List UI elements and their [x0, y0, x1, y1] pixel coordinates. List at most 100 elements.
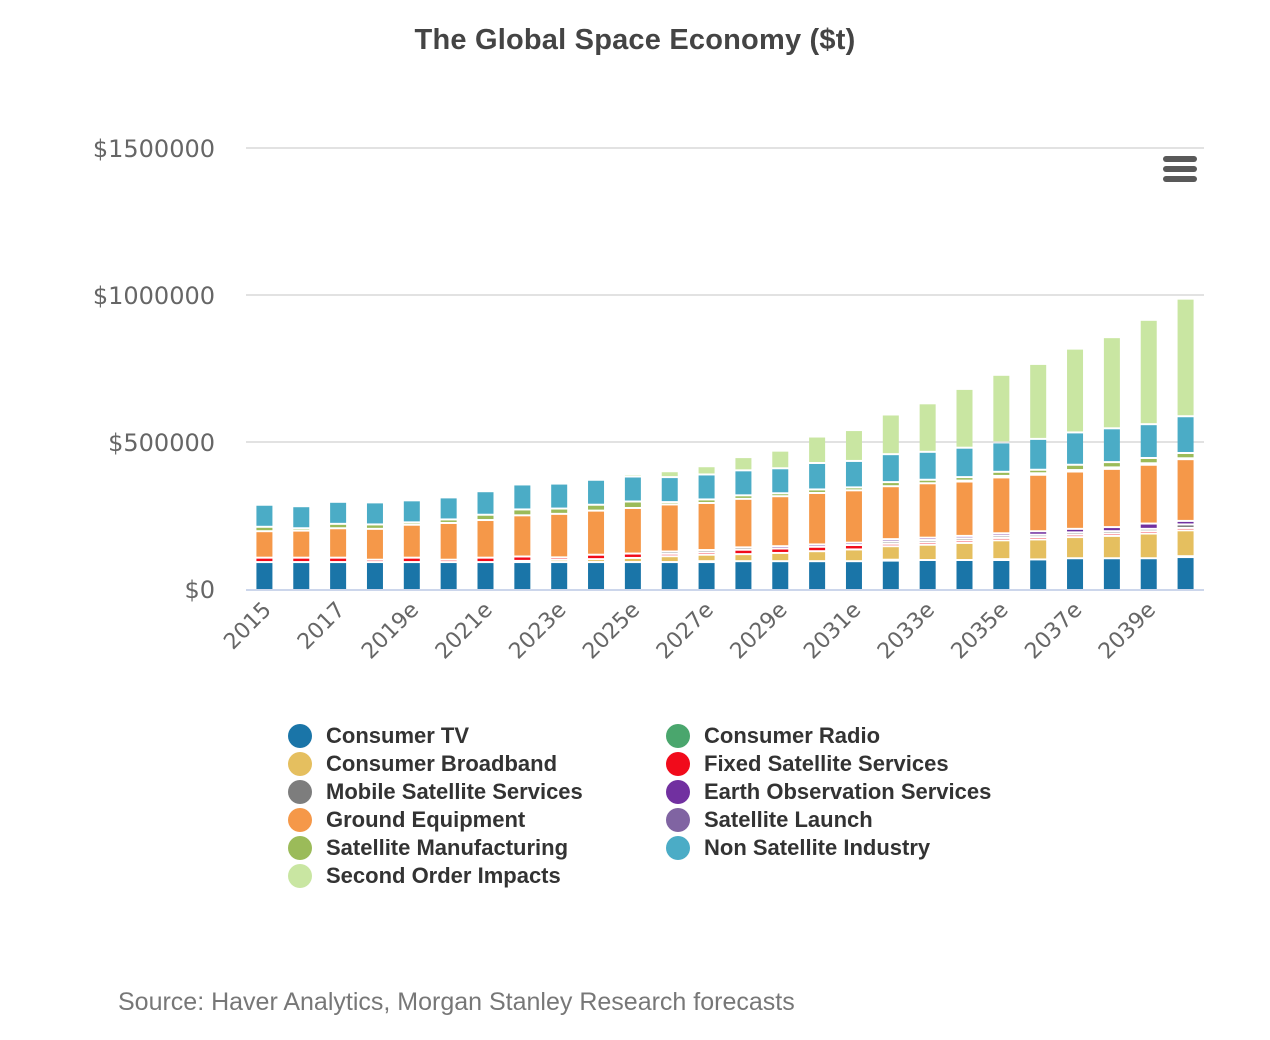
bar-stack-2017[interactable] [330, 502, 347, 589]
bar-stack-2025e[interactable] [624, 475, 641, 589]
bar-segment-consumer-tv[interactable] [772, 562, 789, 589]
bar-segment-second-order-impacts[interactable] [772, 451, 789, 468]
bar-segment-consumer-tv[interactable] [256, 563, 273, 589]
bar-segment-ground-equipment[interactable] [735, 499, 752, 547]
legend-item-second-order-impacts[interactable]: Second Order Impacts [288, 862, 561, 890]
bar-segment-consumer-broadband[interactable] [809, 552, 826, 561]
bar-segment-ground-equipment[interactable] [661, 505, 678, 551]
bar-segment-ground-equipment[interactable] [366, 529, 383, 559]
bar-segment-ground-equipment[interactable] [882, 487, 899, 539]
bar-segment-satellite-manufacturing[interactable] [366, 525, 383, 528]
bar-segment-ground-equipment[interactable] [845, 491, 862, 542]
bar-segment-consumer-tv[interactable] [1103, 559, 1120, 589]
bar-segment-second-order-impacts[interactable] [1067, 349, 1084, 432]
bar-segment-second-order-impacts[interactable] [1030, 364, 1047, 438]
bar-segment-satellite-manufacturing[interactable] [845, 488, 862, 490]
legend-item-non-satellite-industry[interactable]: Non Satellite Industry [666, 834, 930, 862]
legend-item-satellite-manufacturing[interactable]: Satellite Manufacturing [288, 834, 568, 862]
bar-segment-consumer-tv[interactable] [1177, 558, 1194, 589]
bar-segment-fixed-satellite-services[interactable] [772, 549, 789, 552]
bar-segment-ground-equipment[interactable] [1030, 475, 1047, 531]
bar-segment-fixed-satellite-services[interactable] [588, 555, 605, 559]
bar-stack-2040e[interactable] [1177, 299, 1194, 589]
bar-segment-fixed-satellite-services[interactable] [735, 550, 752, 554]
bar-segment-ground-equipment[interactable] [1177, 460, 1194, 520]
bar-segment-fixed-satellite-services[interactable] [514, 557, 531, 560]
bar-stack-2038e[interactable] [1103, 338, 1120, 589]
bar-segment-consumer-broadband[interactable] [1030, 540, 1047, 559]
bar-segment-fixed-satellite-services[interactable] [845, 546, 862, 549]
bar-segment-ground-equipment[interactable] [293, 531, 310, 557]
bar-segment-consumer-broadband[interactable] [956, 543, 973, 560]
bar-segment-ground-equipment[interactable] [403, 525, 420, 557]
bar-segment-ground-equipment[interactable] [514, 516, 531, 556]
bar-segment-earth-observation-services[interactable] [1067, 529, 1084, 532]
bar-segment-satellite-manufacturing[interactable] [514, 510, 531, 515]
bar-segment-satellite-manufacturing[interactable] [735, 496, 752, 498]
bar-segment-second-order-impacts[interactable] [845, 431, 862, 460]
bar-segment-non-satellite-industry[interactable] [293, 507, 310, 528]
bar-segment-non-satellite-industry[interactable] [661, 478, 678, 502]
bar-segment-consumer-tv[interactable] [366, 563, 383, 589]
bar-segment-consumer-broadband[interactable] [772, 553, 789, 561]
bar-segment-consumer-tv[interactable] [993, 561, 1010, 589]
bar-segment-consumer-tv[interactable] [809, 562, 826, 589]
bar-segment-non-satellite-industry[interactable] [624, 477, 641, 501]
bar-segment-satellite-manufacturing[interactable] [330, 524, 347, 528]
bar-segment-consumer-broadband[interactable] [1177, 531, 1194, 556]
bar-segment-satellite-manufacturing[interactable] [1030, 470, 1047, 473]
bar-segment-non-satellite-industry[interactable] [845, 461, 862, 487]
bar-segment-consumer-tv[interactable] [919, 561, 936, 589]
bar-stack-2030e[interactable] [809, 437, 826, 589]
bar-stack-2018[interactable] [366, 503, 383, 589]
bar-segment-ground-equipment[interactable] [440, 523, 457, 559]
bar-segment-non-satellite-industry[interactable] [551, 484, 568, 508]
bar-segment-consumer-tv[interactable] [698, 563, 715, 589]
bar-stack-2024e[interactable] [588, 480, 605, 589]
bar-segment-consumer-tv[interactable] [588, 563, 605, 589]
bar-segment-non-satellite-industry[interactable] [1103, 429, 1120, 462]
bar-segment-ground-equipment[interactable] [772, 497, 789, 546]
bar-segment-consumer-tv[interactable] [1067, 559, 1084, 589]
bar-segment-ground-equipment[interactable] [1103, 469, 1120, 527]
bar-segment-consumer-tv[interactable] [882, 561, 899, 589]
bar-segment-satellite-manufacturing[interactable] [1103, 463, 1120, 467]
bar-segment-satellite-manufacturing[interactable] [624, 502, 641, 507]
bar-stack-2034e[interactable] [956, 389, 973, 589]
legend-item-fixed-satellite-services[interactable]: Fixed Satellite Services [666, 750, 949, 778]
bar-segment-non-satellite-industry[interactable] [1067, 433, 1084, 464]
legend-item-consumer-tv[interactable]: Consumer TV [288, 722, 469, 750]
bar-segment-ground-equipment[interactable] [1067, 472, 1084, 528]
bar-stack-2028e[interactable] [735, 458, 752, 589]
bar-segment-consumer-tv[interactable] [624, 563, 641, 589]
bar-segment-non-satellite-industry[interactable] [403, 501, 420, 522]
bar-segment-consumer-broadband[interactable] [882, 547, 899, 559]
bar-stack-2027e[interactable] [698, 467, 715, 589]
bar-segment-consumer-tv[interactable] [1140, 559, 1157, 589]
bar-segment-consumer-tv[interactable] [330, 563, 347, 589]
bar-stack-2035e[interactable] [993, 375, 1010, 589]
legend-item-consumer-broadband[interactable]: Consumer Broadband [288, 750, 557, 778]
bar-segment-consumer-tv[interactable] [477, 563, 494, 589]
bar-stack-2022e[interactable] [514, 485, 531, 589]
legend-item-satellite-launch[interactable]: Satellite Launch [666, 806, 873, 834]
bar-segment-ground-equipment[interactable] [919, 484, 936, 537]
bar-segment-ground-equipment[interactable] [1140, 465, 1157, 523]
bar-segment-satellite-manufacturing[interactable] [1067, 465, 1084, 470]
bar-segment-consumer-tv[interactable] [514, 563, 531, 589]
bar-segment-second-order-impacts[interactable] [661, 472, 678, 477]
bar-segment-earth-observation-services[interactable] [1103, 528, 1120, 531]
bar-segment-consumer-broadband[interactable] [735, 555, 752, 561]
bar-segment-satellite-manufacturing[interactable] [772, 494, 789, 496]
bar-segment-consumer-broadband[interactable] [845, 550, 862, 561]
bar-segment-consumer-broadband[interactable] [1103, 536, 1120, 558]
bar-segment-satellite-manufacturing[interactable] [1177, 453, 1194, 458]
bar-segment-non-satellite-industry[interactable] [1140, 425, 1157, 457]
bar-segment-second-order-impacts[interactable] [735, 458, 752, 470]
bar-segment-non-satellite-industry[interactable] [772, 469, 789, 493]
legend-item-earth-observation-services[interactable]: Earth Observation Services [666, 778, 991, 806]
bar-stack-2037e[interactable] [1067, 349, 1084, 589]
legend-item-ground-equipment[interactable]: Ground Equipment [288, 806, 525, 834]
bar-segment-non-satellite-industry[interactable] [477, 492, 494, 514]
bar-segment-earth-observation-services[interactable] [1030, 532, 1047, 534]
